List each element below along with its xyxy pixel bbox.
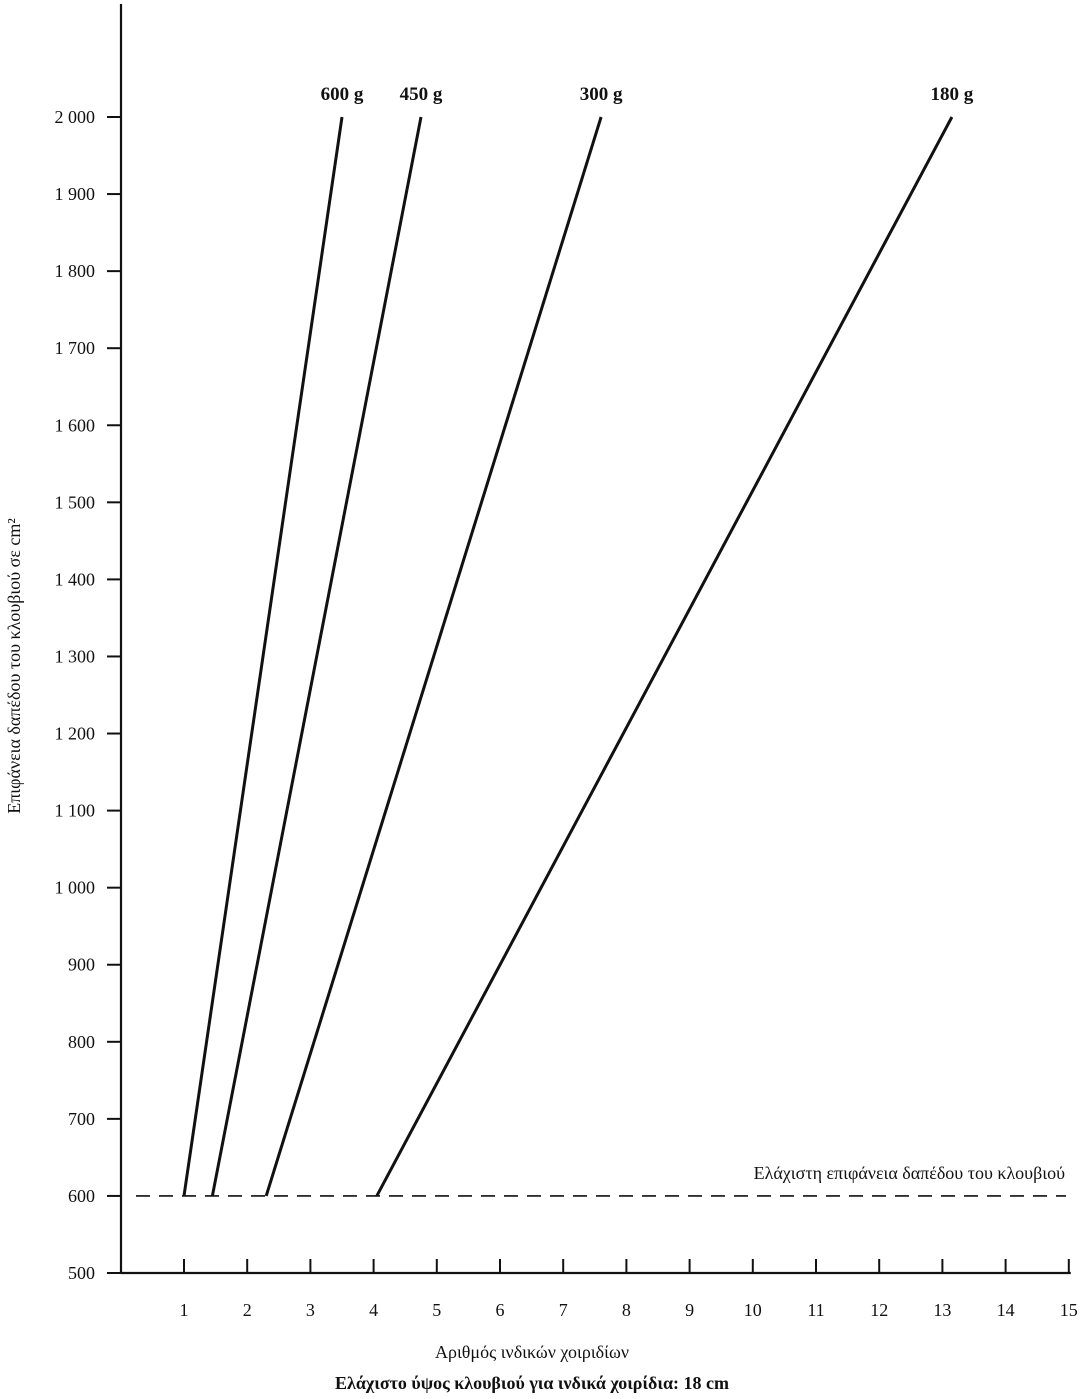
y-tick-label: 1 200: [55, 724, 96, 744]
y-tick-label: 1 000: [55, 878, 96, 898]
x-tick-label: 15: [1060, 1300, 1078, 1320]
series-label: 300 g: [580, 84, 623, 105]
y-tick-label: 1 100: [55, 801, 96, 821]
x-tick-label: 6: [496, 1300, 505, 1320]
series-group: 600 g 450 g 300 g 180 g: [182, 84, 974, 1197]
series-line: [375, 116, 954, 1197]
y-tick-label: 600: [68, 1186, 95, 1206]
x-tick-label: 2: [243, 1300, 252, 1320]
y-tick-label: 1 700: [55, 338, 96, 358]
y-tick-label: 2 000: [55, 107, 96, 127]
reference-line-group: Ελάχιστη επιφάνεια δαπέδου του κλουβιού: [136, 1163, 1066, 1197]
x-tick-label: 11: [807, 1300, 824, 1320]
y-tick-label: 1 500: [55, 492, 96, 512]
x-axis-label: Αριθμός ινδικών χοιριδίων: [435, 1342, 629, 1362]
series-label: 600 g: [321, 84, 364, 105]
x-ticks: 1 2 3 4 5 6 7 8 9 10 11 12 13 14 15: [180, 1259, 1078, 1320]
axes: [119, 4, 1071, 1275]
x-tick-label: 8: [622, 1300, 631, 1320]
x-tick-label: 1: [180, 1300, 189, 1320]
y-tick-label: 1 900: [55, 184, 96, 204]
x-tick-label: 13: [933, 1300, 951, 1320]
x-tick-label: 14: [997, 1300, 1015, 1320]
y-tick-label: 1 300: [55, 646, 96, 666]
y-tick-label: 800: [68, 1032, 95, 1052]
series-label: 180 g: [931, 84, 974, 105]
y-tick-label: 500: [68, 1263, 95, 1283]
series-label: 450 g: [400, 84, 443, 105]
reference-line-label: Ελάχιστη επιφάνεια δαπέδου του κλουβιού: [754, 1163, 1065, 1183]
x-tick-label: 4: [369, 1300, 378, 1320]
chart-subtitle: Ελάχιστο ύψος κλουβιού για ινδικά χοιρίδ…: [335, 1373, 729, 1393]
x-tick-label: 3: [306, 1300, 315, 1320]
y-tick-label: 900: [68, 955, 95, 975]
series-line: [210, 116, 423, 1197]
y-tick-label: 1 400: [55, 569, 96, 589]
x-tick-label: 9: [685, 1300, 694, 1320]
x-tick-label: 12: [870, 1300, 888, 1320]
y-tick-label: 1 600: [55, 415, 96, 435]
y-axis-label: Επιφάνεια δαπέδου του κλουβιού σε cm²: [4, 518, 24, 814]
series-line: [182, 116, 344, 1197]
y-tick-label: 1 800: [55, 261, 96, 281]
y-tick-label: 700: [68, 1109, 95, 1129]
x-tick-label: 5: [432, 1300, 441, 1320]
y-ticks: 500 600 700 800 900 1 000 1 100 1 200 1 300 1 400…: [55, 107, 121, 1283]
series-line: [264, 116, 603, 1197]
x-tick-label: 7: [559, 1300, 568, 1320]
x-tick-label: 10: [744, 1300, 762, 1320]
